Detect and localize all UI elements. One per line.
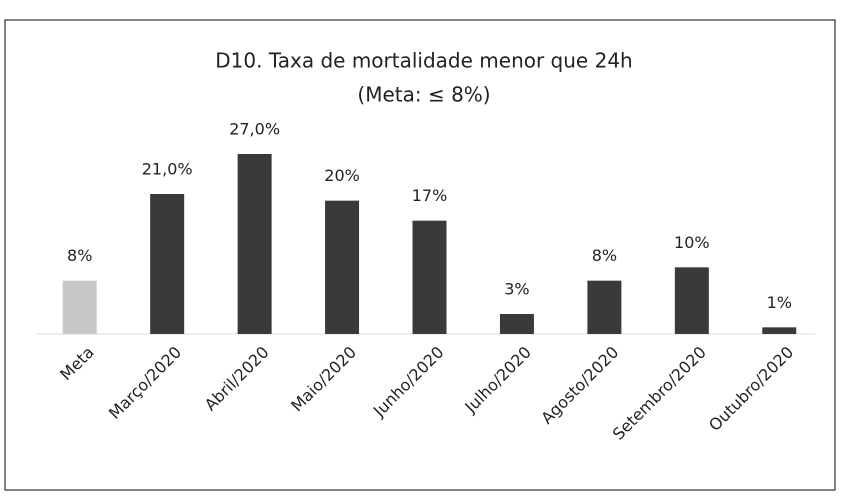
value-label: 21,0% <box>142 160 193 179</box>
bar <box>587 280 622 334</box>
chart-title: D10. Taxa de mortalidade menor que 24h <box>215 49 632 73</box>
bar <box>325 200 360 334</box>
bar <box>674 267 709 334</box>
chart-subtitle: (Meta: ≤ 8%) <box>357 83 490 107</box>
value-label: 10% <box>674 233 710 252</box>
bar <box>762 327 797 334</box>
bar <box>499 314 534 334</box>
bar <box>412 220 447 334</box>
value-label: 3% <box>504 280 529 299</box>
value-label: 8% <box>592 246 617 265</box>
value-label: 27,0% <box>229 120 280 139</box>
value-label: 17% <box>412 186 448 205</box>
value-label: 20% <box>324 166 360 185</box>
bar <box>62 280 97 334</box>
value-label: 1% <box>767 293 792 312</box>
bar <box>150 194 185 334</box>
value-label: 8% <box>67 246 92 265</box>
bar <box>237 154 272 334</box>
